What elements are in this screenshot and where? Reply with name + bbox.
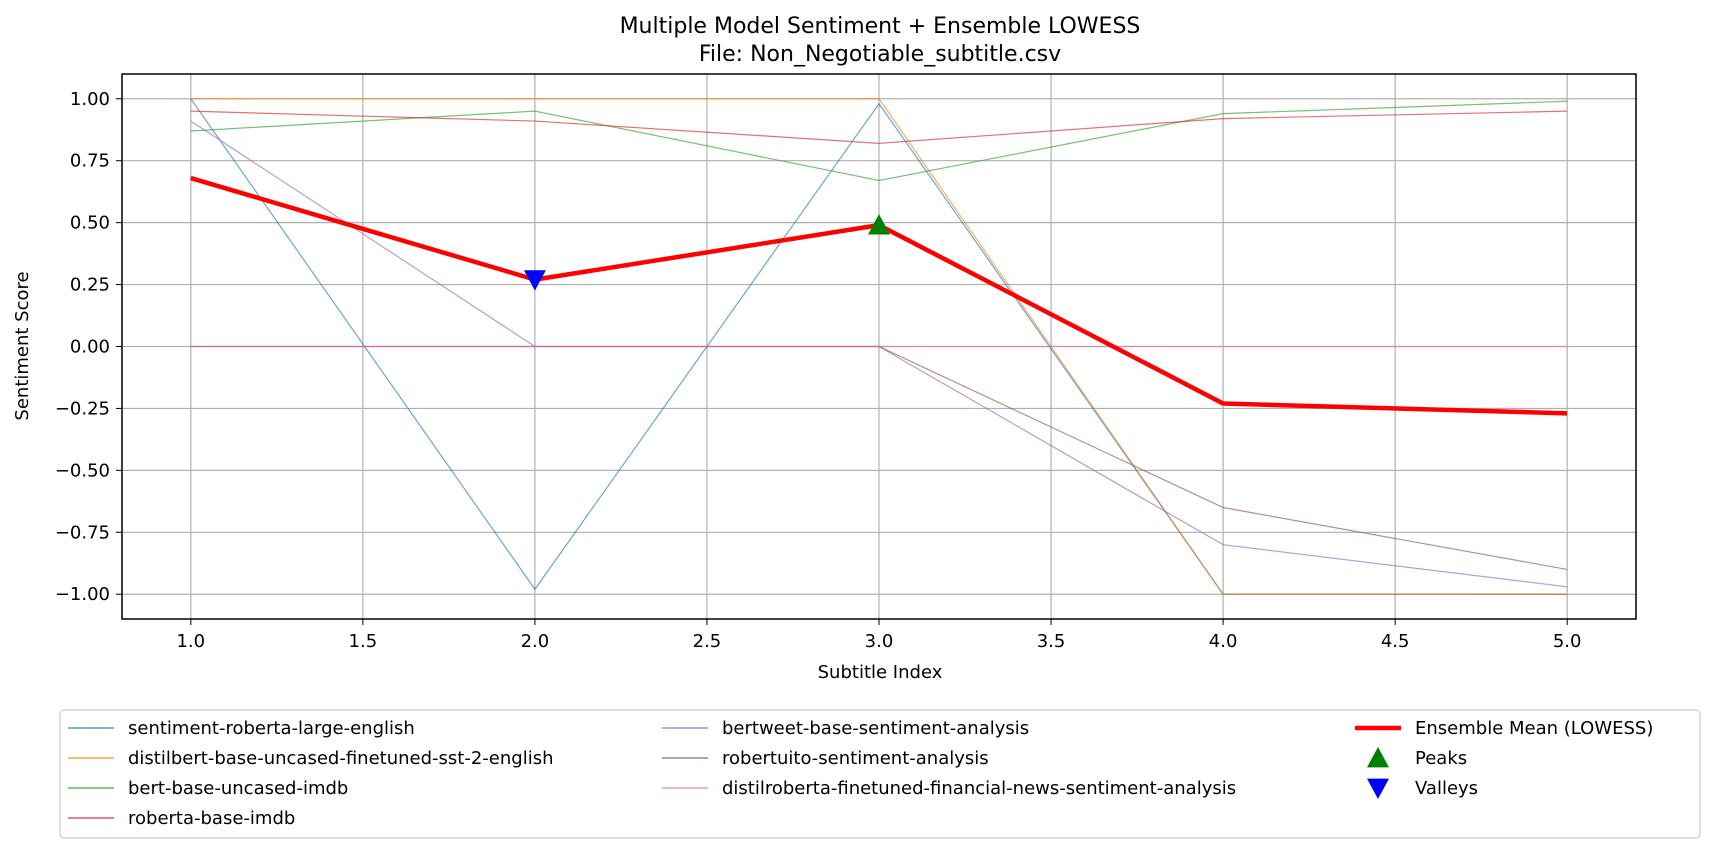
x-tick-label: 2.0 (521, 631, 550, 652)
x-tick-label: 5.0 (1553, 631, 1582, 652)
legend-label: distilroberta-finetuned-financial-news-s… (722, 778, 1236, 799)
y-tick-label: 0.75 (70, 151, 110, 172)
series-line-3 (190, 110, 1568, 144)
y-tick-label: −0.75 (55, 522, 110, 543)
valley-marker (523, 270, 546, 291)
legend-box (59, 709, 1701, 839)
legend-label: sentiment-roberta-large-english (128, 718, 415, 739)
legend-peak-marker (1367, 747, 1389, 768)
y-axis-label: Sentiment Score (12, 271, 33, 420)
y-axis-ticks: 1.00 0.75 0.50 0.25 0.00 −0.25 −0.50 −0.75 −1.00 (55, 89, 122, 605)
x-tick-label: 4.0 (1209, 631, 1238, 652)
y-tick-label: 0.00 (70, 337, 110, 358)
x-tick-label: 3.5 (1037, 631, 1066, 652)
peak-marker (868, 214, 890, 235)
peak-valley-markers (523, 214, 890, 291)
legend-label: bert-base-uncased-imdb (128, 778, 348, 799)
x-tick-label: 3.0 (865, 631, 894, 652)
y-tick-label: −0.25 (55, 398, 110, 419)
y-tick-label: 1.00 (70, 89, 110, 110)
legend-label: distilbert-base-uncased-finetuned-sst-2-… (128, 748, 553, 769)
x-tick-label: 2.5 (693, 631, 722, 652)
y-tick-label: −0.50 (55, 460, 110, 481)
chart-subtitle: File: Non_Negotiable_subtitle.csv (699, 42, 1061, 67)
model-series-lines (190, 98, 1568, 595)
x-tick-label: 1.0 (176, 631, 205, 652)
legend-label: Valleys (1415, 778, 1478, 799)
y-tick-label: 0.50 (70, 213, 110, 234)
y-tick-label: −1.00 (55, 584, 110, 605)
legend-label: bertweet-base-sentiment-analysis (722, 718, 1029, 739)
series-line-1 (190, 98, 1568, 595)
legend-label: roberta-base-imdb (128, 808, 295, 829)
x-axis-label: Subtitle Index (818, 662, 943, 683)
legend-label: robertuito-sentiment-analysis (722, 748, 989, 769)
chart-title: Multiple Model Sentiment + Ensemble LOWE… (620, 14, 1141, 39)
legend-label: Ensemble Mean (LOWESS) (1415, 718, 1653, 739)
legend-label: Peaks (1415, 748, 1467, 769)
y-tick-label: 0.25 (70, 275, 110, 296)
plot-frame (121, 73, 1637, 620)
x-axis-ticks: 1.0 1.5 2.0 2.5 3.0 3.5 4.0 4.5 5.0 (176, 619, 1582, 652)
x-tick-label: 4.5 (1381, 631, 1410, 652)
x-tick-label: 1.5 (349, 631, 378, 652)
legend: sentiment-roberta-large-english distilber… (68, 718, 1653, 829)
legend-valley-marker (1367, 778, 1389, 799)
